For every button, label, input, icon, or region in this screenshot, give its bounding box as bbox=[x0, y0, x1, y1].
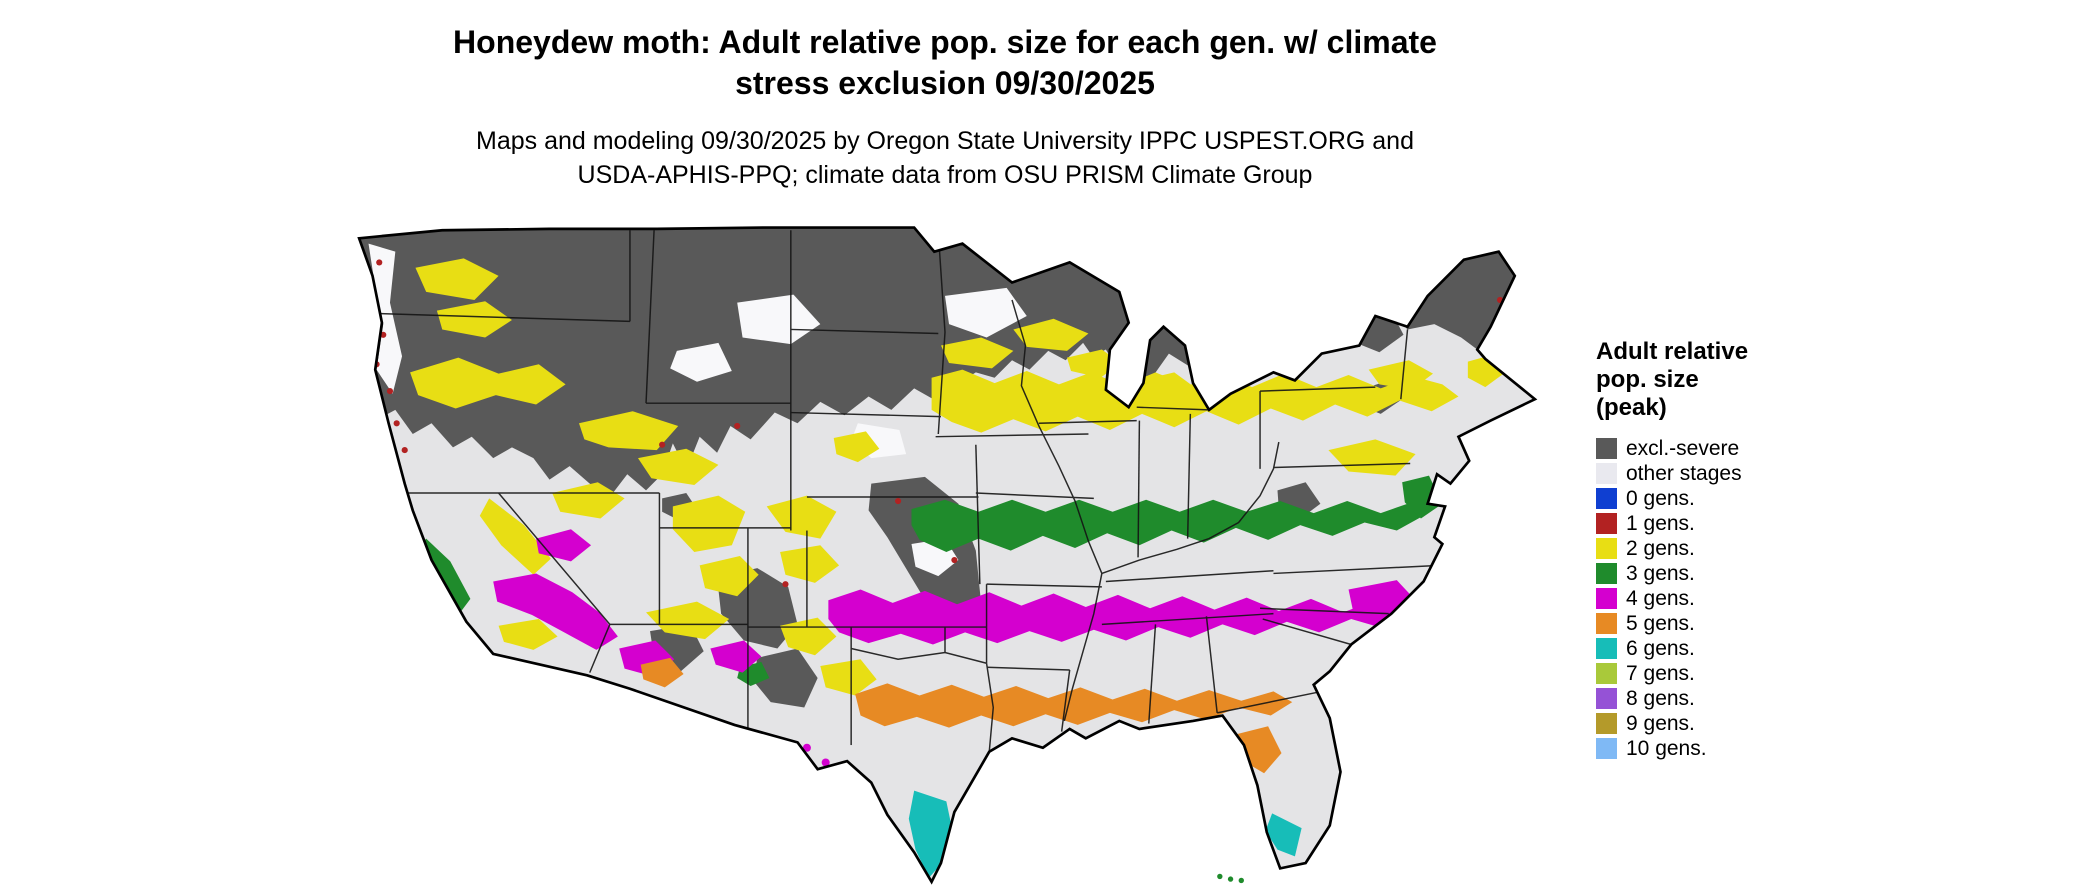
legend-label: 2 gens. bbox=[1626, 537, 1695, 560]
legend-item-4-gens: 4 gens. bbox=[1596, 586, 1896, 611]
us-map-svg bbox=[357, 226, 1537, 884]
legend-label: 9 gens. bbox=[1626, 712, 1695, 735]
legend-item-2-gens: 2 gens. bbox=[1596, 536, 1896, 561]
legend-item-9-gens: 9 gens. bbox=[1596, 711, 1896, 736]
legend-swatch-7-gens bbox=[1596, 663, 1617, 684]
legend-swatch-3-gens bbox=[1596, 563, 1617, 584]
legend-label: 1 gens. bbox=[1626, 512, 1695, 535]
legend-item-10-gens: 10 gens. bbox=[1596, 736, 1896, 761]
page-subtitle: Maps and modeling 09/30/2025 by Oregon S… bbox=[0, 124, 1890, 192]
legend-title-line-2: pop. size bbox=[1596, 366, 1699, 393]
legend-item-3-gens: 3 gens. bbox=[1596, 561, 1896, 586]
legend-item-excl-severe: excl.-severe bbox=[1596, 436, 1896, 461]
region-6-gens bbox=[908, 790, 1302, 878]
legend-item-8-gens: 8 gens. bbox=[1596, 686, 1896, 711]
page-title: Honeydew moth: Adult relative pop. size … bbox=[0, 22, 1890, 104]
legend-swatch-other-stages bbox=[1596, 463, 1617, 484]
legend-swatch-1-gens bbox=[1596, 513, 1617, 534]
legend-swatch-4-gens bbox=[1596, 588, 1617, 609]
legend-swatch-0-gens bbox=[1596, 488, 1617, 509]
legend-label: excl.-severe bbox=[1626, 437, 1740, 460]
legend-title-line-3: (peak) bbox=[1596, 394, 1667, 421]
legend-item-6-gens: 6 gens. bbox=[1596, 636, 1896, 661]
legend-label: 6 gens. bbox=[1626, 637, 1695, 660]
legend-item-1-gens: 1 gens. bbox=[1596, 511, 1896, 536]
legend-swatch-excl-severe bbox=[1596, 438, 1617, 459]
legend-label: 10 gens. bbox=[1626, 737, 1707, 760]
legend-item-other-stages: other stages bbox=[1596, 461, 1896, 486]
legend-item-0-gens: 0 gens. bbox=[1596, 486, 1896, 511]
legend-items: excl.-severe other stages 0 gens. 1 gens… bbox=[1596, 436, 1896, 761]
legend-label: 4 gens. bbox=[1626, 587, 1695, 610]
legend-label: 3 gens. bbox=[1626, 562, 1695, 585]
legend-label: 7 gens. bbox=[1626, 662, 1695, 685]
legend-swatch-5-gens bbox=[1596, 613, 1617, 634]
legend-swatch-2-gens bbox=[1596, 538, 1617, 559]
subtitle-line-2: USDA-APHIS-PPQ; climate data from OSU PR… bbox=[577, 161, 1313, 189]
legend-swatch-9-gens bbox=[1596, 713, 1617, 734]
legend-label: other stages bbox=[1626, 462, 1742, 485]
legend-item-5-gens: 5 gens. bbox=[1596, 611, 1896, 636]
legend-label: 0 gens. bbox=[1626, 487, 1695, 510]
title-line-2: stress exclusion 09/30/2025 bbox=[735, 65, 1155, 101]
subtitle-line-1: Maps and modeling 09/30/2025 by Oregon S… bbox=[476, 127, 1414, 155]
legend-item-7-gens: 7 gens. bbox=[1596, 661, 1896, 686]
legend-swatch-8-gens bbox=[1596, 688, 1617, 709]
title-line-1: Honeydew moth: Adult relative pop. size … bbox=[453, 24, 1437, 60]
legend-swatch-6-gens bbox=[1596, 638, 1617, 659]
legend-label: 5 gens. bbox=[1626, 612, 1695, 635]
florida-keys-dots bbox=[1217, 873, 1244, 884]
map-legend: Adult relative pop. size (peak) excl.-se… bbox=[1596, 338, 1896, 761]
legend-title-line-1: Adult relative bbox=[1596, 338, 1749, 365]
legend-swatch-10-gens bbox=[1596, 738, 1617, 759]
us-generations-map bbox=[335, 222, 1555, 886]
state-borders bbox=[372, 230, 1440, 752]
legend-label: 8 gens. bbox=[1626, 687, 1695, 710]
region-2-gens bbox=[410, 258, 1506, 696]
